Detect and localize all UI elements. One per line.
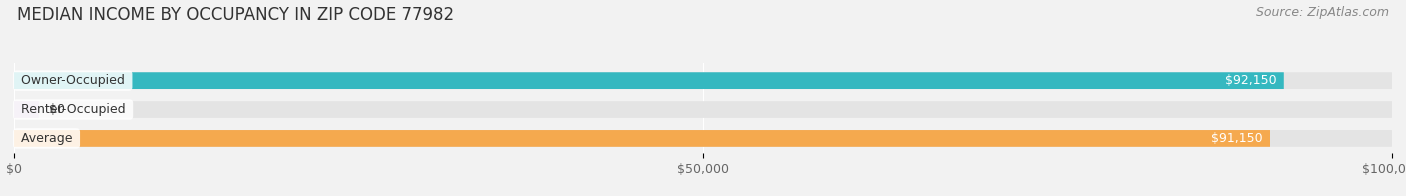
Text: $92,150: $92,150	[1225, 74, 1277, 87]
Text: Average: Average	[17, 132, 76, 145]
Text: Owner-Occupied: Owner-Occupied	[17, 74, 129, 87]
FancyBboxPatch shape	[14, 101, 39, 118]
Text: MEDIAN INCOME BY OCCUPANCY IN ZIP CODE 77982: MEDIAN INCOME BY OCCUPANCY IN ZIP CODE 7…	[17, 6, 454, 24]
Text: $0: $0	[48, 103, 65, 116]
FancyBboxPatch shape	[14, 72, 1392, 89]
FancyBboxPatch shape	[14, 72, 1284, 89]
Text: Renter-Occupied: Renter-Occupied	[17, 103, 129, 116]
Text: $91,150: $91,150	[1212, 132, 1263, 145]
Text: Source: ZipAtlas.com: Source: ZipAtlas.com	[1256, 6, 1389, 19]
FancyBboxPatch shape	[14, 130, 1392, 147]
FancyBboxPatch shape	[14, 130, 1270, 147]
FancyBboxPatch shape	[14, 101, 1392, 118]
